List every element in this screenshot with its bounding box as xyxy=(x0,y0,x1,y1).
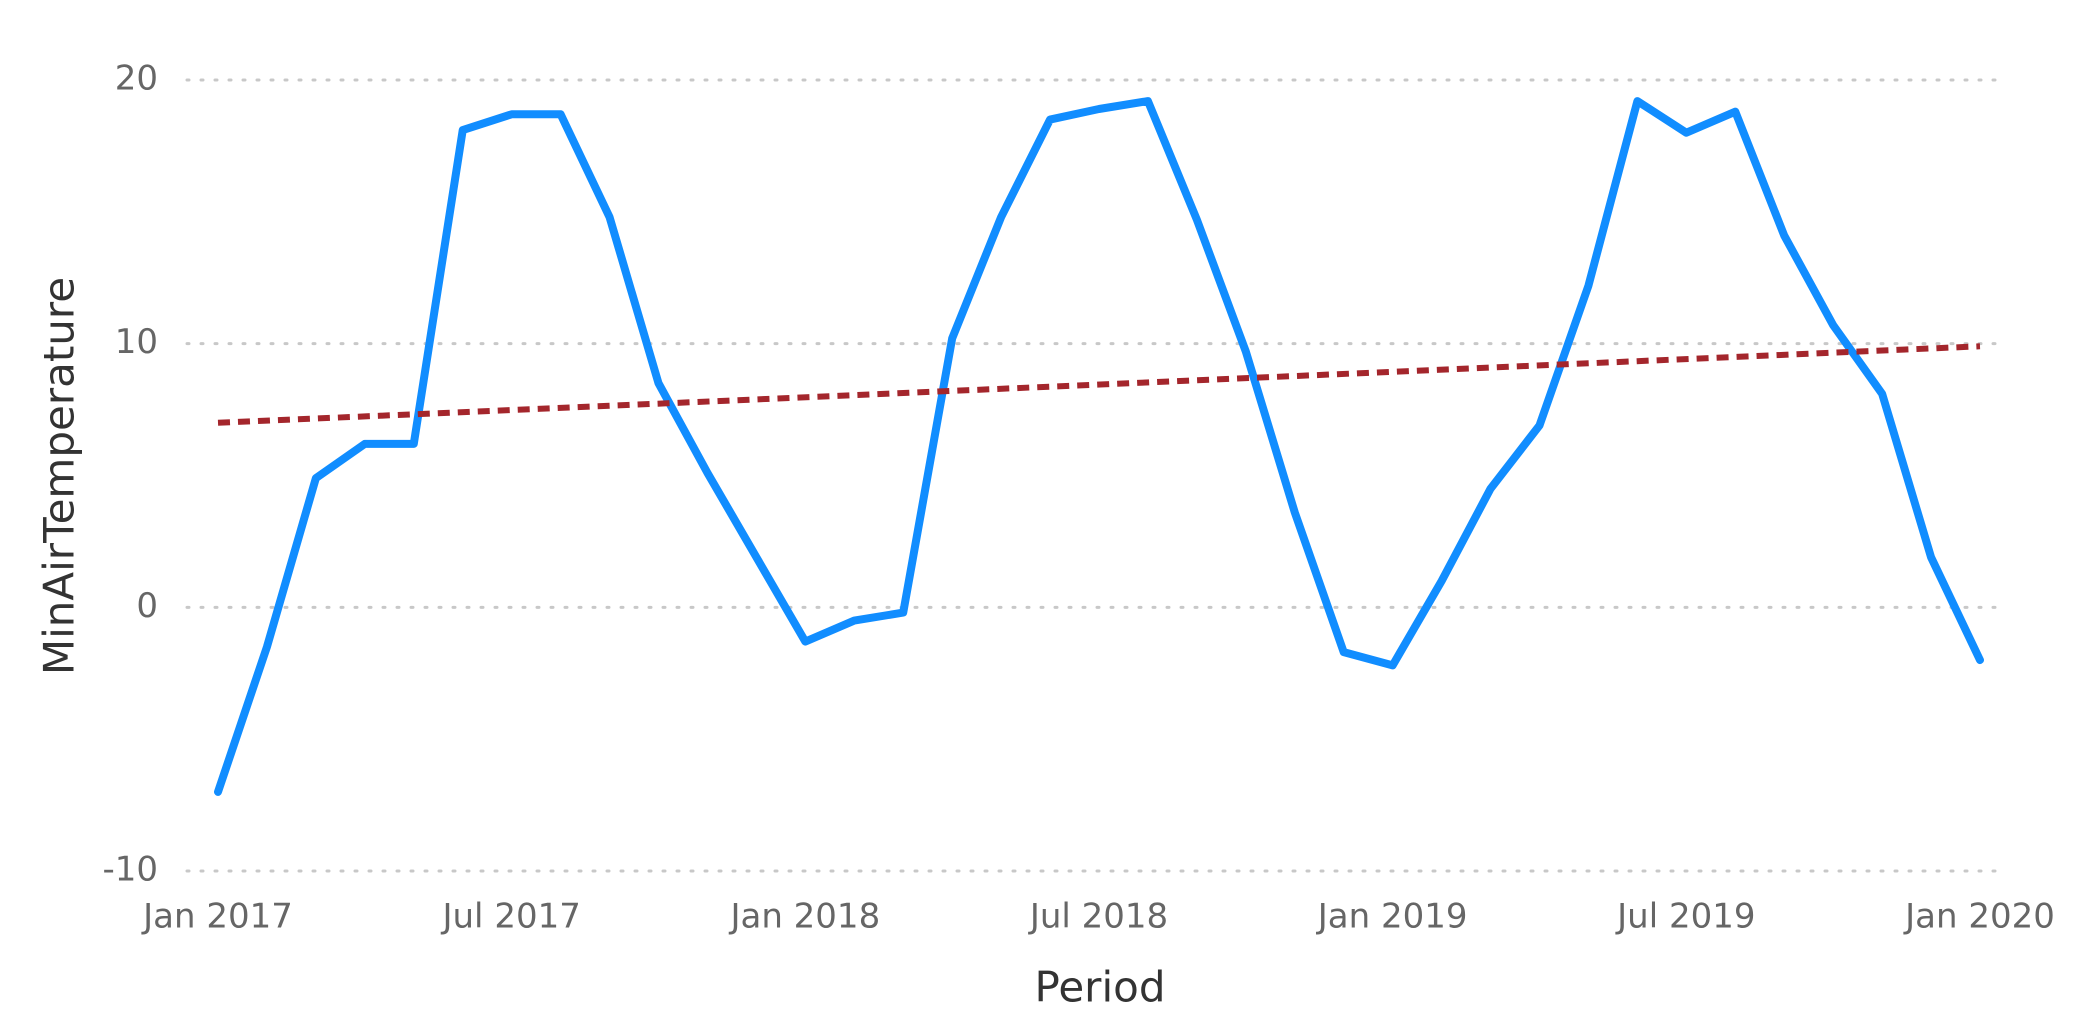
x-axis-title: Period xyxy=(1035,963,1166,1012)
y-tick-label: -10 xyxy=(102,850,158,890)
y-tick-label: 0 xyxy=(136,586,158,626)
y-tick-label: 10 xyxy=(115,322,158,362)
y-axis-title: MinAirTemperature xyxy=(35,277,84,675)
x-tick-label: Jul 2019 xyxy=(1615,897,1755,937)
x-tick-label: Jan 2017 xyxy=(141,897,293,937)
x-tick-label: Jan 2019 xyxy=(1316,897,1468,937)
trend-line xyxy=(217,343,1981,426)
x-tick-label: Jan 2020 xyxy=(1903,897,2055,937)
data-line xyxy=(214,97,1984,796)
x-tick-label: Jul 2018 xyxy=(1028,897,1168,937)
x-tick-label: Jul 2017 xyxy=(440,897,580,937)
x-tick-label: Jan 2018 xyxy=(728,897,880,937)
y-tick-label: 20 xyxy=(115,59,158,99)
